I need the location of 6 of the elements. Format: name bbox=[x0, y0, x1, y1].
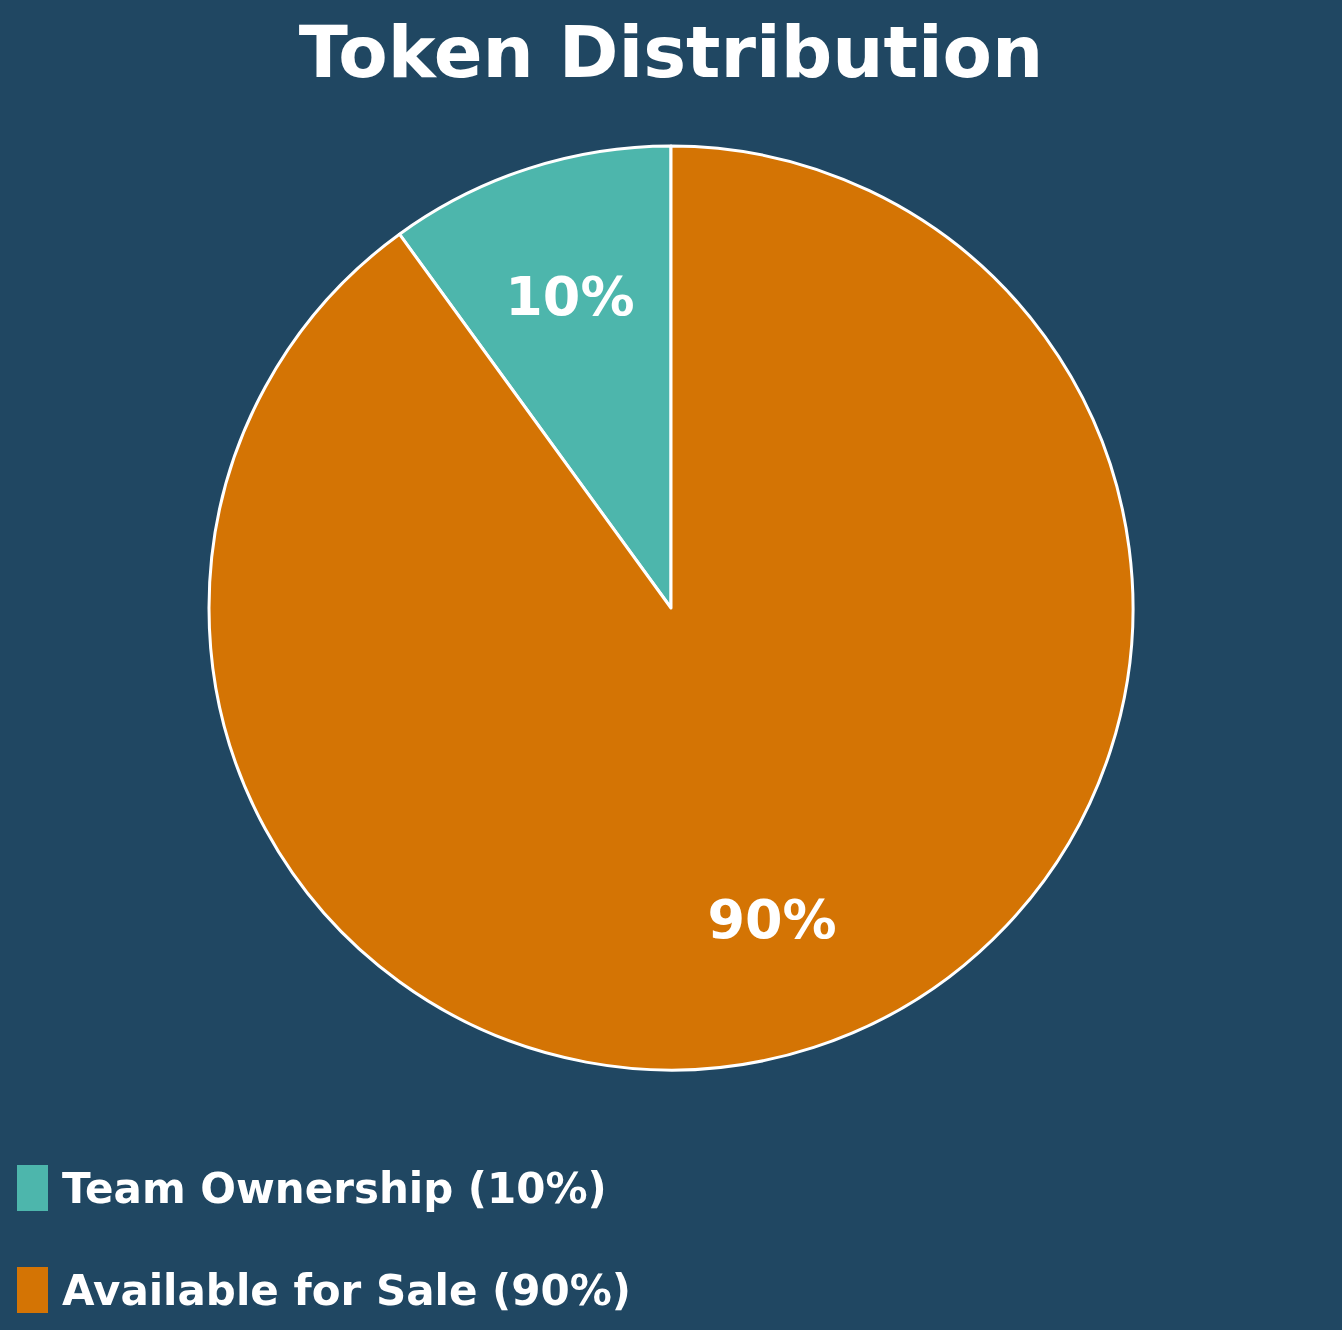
data-label: 90% bbox=[707, 887, 837, 951]
legend-label: Team Ownership (10%) bbox=[62, 1163, 607, 1213]
data-label: 10% bbox=[505, 265, 635, 329]
chart-title: Token Distribution bbox=[298, 10, 1044, 94]
pie-slice bbox=[207, 144, 1135, 1071]
legend-label: Available for Sale (90%) bbox=[62, 1265, 631, 1315]
